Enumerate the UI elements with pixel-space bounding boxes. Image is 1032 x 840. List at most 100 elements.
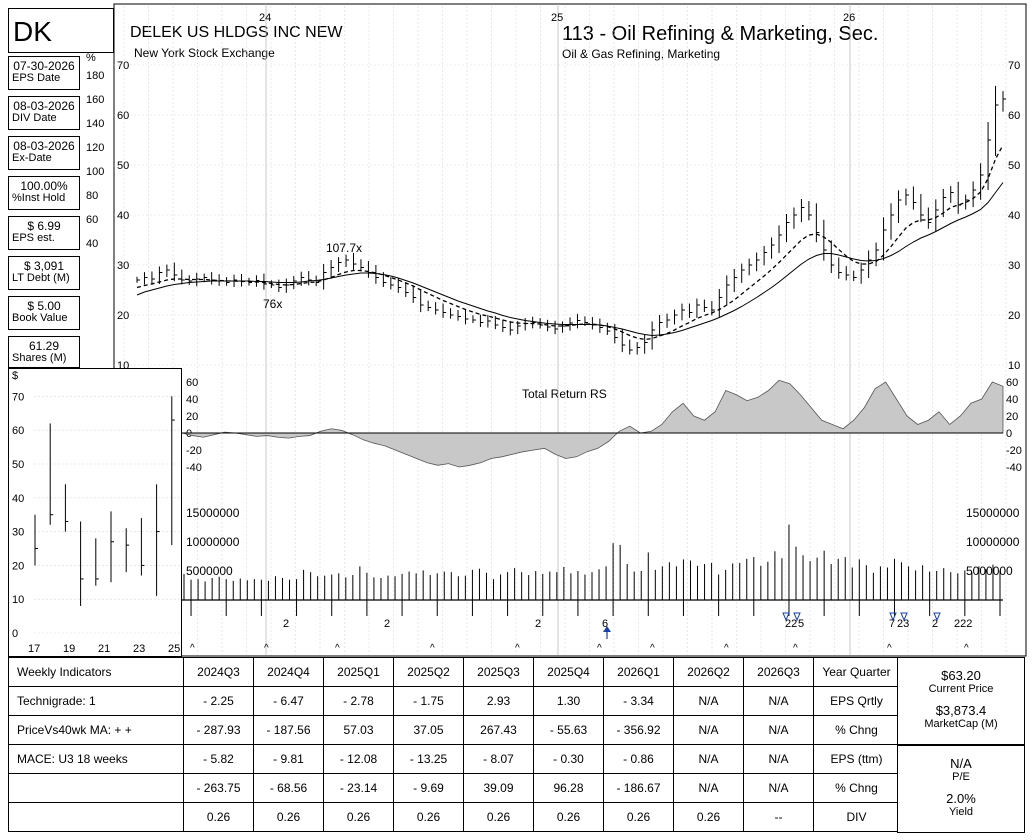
- table-cell: - 2.25: [183, 686, 254, 716]
- col-header: 2025Q1: [323, 657, 394, 687]
- table-cell: - 0.86: [603, 744, 674, 774]
- ticker-box: DK: [8, 8, 114, 53]
- pct-axis-label: 160: [86, 94, 104, 106]
- pe-high-annotation: 107.7x: [326, 241, 362, 255]
- rs-tick-label-left: 40: [186, 394, 198, 406]
- year-label: 25: [551, 12, 563, 24]
- table-cell: 1.30: [533, 686, 604, 716]
- table-cell: - 1.75: [393, 686, 464, 716]
- row-metric: EPS Qrtly: [813, 686, 900, 716]
- event-marker: 23: [897, 618, 909, 630]
- sidebar-value: 61.29: [28, 339, 60, 353]
- quarter-caret: ^: [190, 643, 195, 654]
- table-cell: 0.26: [533, 802, 604, 832]
- col-header: 2025Q2: [393, 657, 464, 687]
- company-name: DELEK US HLDGS INC NEW: [130, 24, 343, 41]
- rs-tick-label-right: 40: [1006, 394, 1018, 406]
- col-header: 2025Q3: [463, 657, 534, 687]
- event-marker: 222: [954, 618, 972, 630]
- industry-group: 113 - Oil Refining & Marketing, Sec.: [562, 23, 879, 45]
- table-cell: 57.03: [323, 715, 394, 745]
- market-cap-label: MarketCap (M): [924, 718, 998, 730]
- year-label: 26: [843, 12, 855, 24]
- sidebar-eps-date: 07-30-2026 EPS Date: [8, 56, 80, 90]
- table-cell: - 12.08: [323, 744, 394, 774]
- event-marker: 7: [889, 618, 895, 630]
- sidebar-value: $ 5.00: [27, 299, 61, 313]
- exchange-name: New York Stock Exchange: [134, 46, 275, 60]
- quarter-caret: ^: [793, 643, 798, 654]
- quarter-caret: ^: [515, 643, 520, 654]
- inset-frame: [8, 368, 182, 657]
- quarter-caret: ^: [887, 643, 892, 654]
- sidebar-value: $ 6.99: [27, 219, 61, 233]
- inset-x-tick: 23: [133, 643, 145, 655]
- price-tick-label-left: 50: [117, 160, 129, 172]
- inset-y-tick: 0: [12, 628, 18, 640]
- price-tick-label-left: 40: [117, 210, 129, 222]
- quarter-caret: ^: [724, 643, 729, 654]
- table-cell: - 13.25: [393, 744, 464, 774]
- event-marker: 2: [535, 618, 541, 630]
- sidebar-value: 100.00%: [20, 179, 68, 193]
- price-tick-label-right: 70: [1008, 60, 1020, 72]
- col-header: 2024Q3: [183, 657, 254, 687]
- pct-axis-label: %: [86, 52, 96, 64]
- rs-tick-label-right: 20: [1006, 411, 1018, 423]
- price-tick-label-right: 60: [1008, 110, 1020, 122]
- sidebar-label: Ex-Date: [12, 152, 52, 164]
- row-metric: DIV: [813, 802, 900, 832]
- inset-x-tick: 21: [98, 643, 110, 655]
- row-label: [8, 802, 184, 832]
- vol-tick-label-right: 15000000: [966, 506, 1020, 520]
- table-cell: - 9.81: [253, 744, 324, 774]
- table-cell: N/A: [673, 773, 744, 803]
- table-header-label: Weekly Indicators: [8, 657, 184, 687]
- table-cell: 96.28: [533, 773, 604, 803]
- table-cell: N/A: [673, 715, 744, 745]
- chart-frame: [113, 3, 1027, 657]
- event-marker: 2: [932, 618, 938, 630]
- quarter-caret: ^: [430, 643, 435, 654]
- vol-tick-label-right: 10000000: [966, 535, 1020, 549]
- quarter-caret: ^: [964, 643, 969, 654]
- inset-content: $70 60 50 40 30 20 10 0 17 19 21 23 25: [12, 370, 180, 655]
- rs-tick-label-right: -40: [1006, 462, 1022, 474]
- pct-axis-label: 180: [86, 70, 104, 82]
- rs-title: Total Return RS: [522, 387, 607, 401]
- sidebar-value: 08-03-2026: [13, 99, 75, 113]
- table-cell: - 2.78: [323, 686, 394, 716]
- quarter-caret: ^: [264, 643, 269, 654]
- table-cell: 267.43: [463, 715, 534, 745]
- inset-unit-label: $: [12, 370, 18, 382]
- vol-tick-label-right: 5000000: [966, 564, 1013, 578]
- chart-grid: [114, 6, 1026, 655]
- sidebar-label: EPS Date: [12, 72, 61, 84]
- sidebar-label: DIV Date: [12, 112, 57, 124]
- table-cell: - 9.69: [393, 773, 464, 803]
- sidebar-eps-est: $ 6.99 EPS est.: [8, 216, 80, 250]
- pct-axis-label: 60: [86, 214, 98, 226]
- quarter-caret: ^: [335, 643, 340, 654]
- inset-y-tick: 70: [12, 391, 24, 403]
- ticker-symbol: DK: [13, 16, 52, 47]
- ma-short-line: [136, 144, 1004, 341]
- table-row: Technigrade: 1 - 2.25 - 6.47 - 2.78 - 1.…: [8, 686, 900, 716]
- earnings-arrow: [782, 612, 790, 622]
- table-cell: - 356.92: [603, 715, 674, 745]
- price-tick-label-right: 10: [1008, 360, 1020, 372]
- rs-series: [181, 379, 1004, 468]
- table-cell: - 68.56: [253, 773, 324, 803]
- earnings-arrow: [793, 612, 801, 622]
- sidebar-label: %Inst Hold: [12, 192, 66, 204]
- row-metric: % Chng: [813, 715, 900, 745]
- table-cell: - 6.47: [253, 686, 324, 716]
- rs-tick-label-left: -20: [186, 445, 202, 457]
- pe-label: P/E: [952, 771, 970, 783]
- rs-tick-label-right: 0: [1006, 428, 1012, 440]
- valuation-panel: N/A P/E 2.0% Yield: [897, 745, 1025, 833]
- table-cell: 0.26: [323, 802, 394, 832]
